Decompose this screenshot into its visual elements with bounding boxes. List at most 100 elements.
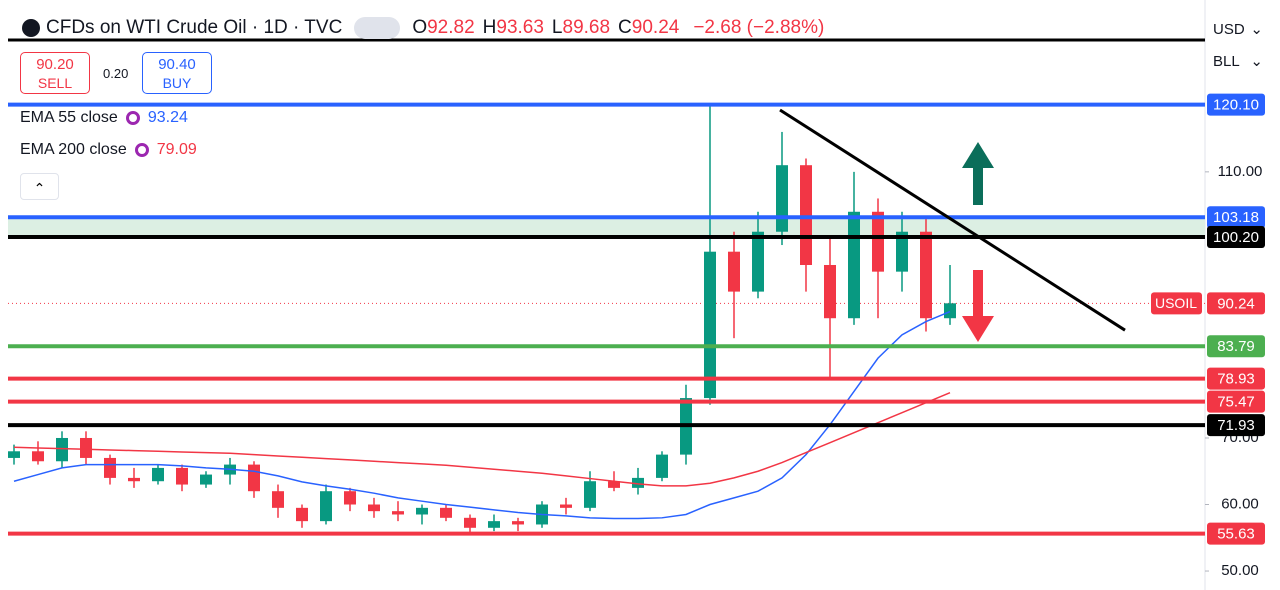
ohlc: O92.82 H93.63 L89.68 C90.24 bbox=[412, 17, 687, 39]
level-label: 100.20 bbox=[1213, 229, 1259, 246]
candle-body bbox=[344, 491, 356, 505]
y-tick-label: 60.00 bbox=[1221, 495, 1259, 512]
indicator-value: 79.09 bbox=[156, 141, 197, 158]
level-tag bbox=[1207, 226, 1265, 249]
ohlc-key: C bbox=[618, 17, 632, 38]
candle-body bbox=[272, 491, 284, 508]
change: −2.68 (−2.88%) bbox=[693, 17, 825, 38]
symbol-header: CFDs on WTI Crude Oil · 1D · TVC O92.82 H… bbox=[22, 17, 832, 39]
trendline bbox=[779, 108, 1126, 332]
candle-body bbox=[200, 474, 212, 485]
ohlc-key: O bbox=[412, 17, 428, 38]
candle-body bbox=[8, 451, 20, 458]
indicator-icon[interactable] bbox=[125, 111, 140, 125]
level-label: 78.93 bbox=[1217, 371, 1255, 388]
candle-body bbox=[80, 437, 92, 458]
level-tag bbox=[1207, 367, 1265, 390]
ohlc-value: 90.24 bbox=[631, 17, 680, 38]
collapse-button[interactable]: ⌃ bbox=[20, 173, 59, 200]
candle-body bbox=[464, 517, 476, 528]
unit-select[interactable]: BLL ⌄ bbox=[1213, 52, 1263, 71]
indicator: EMA 200 close 79.09 bbox=[20, 141, 197, 159]
ema-line bbox=[13, 392, 951, 487]
level-tag bbox=[1207, 414, 1265, 437]
up-arrow bbox=[962, 142, 994, 205]
currency-select[interactable]: USD ⌄ bbox=[1213, 20, 1263, 39]
indicator-name: EMA 55 close bbox=[20, 109, 118, 126]
candle-body bbox=[728, 251, 740, 292]
candle-body bbox=[128, 477, 140, 482]
level-tag bbox=[1207, 335, 1265, 358]
candle-body bbox=[608, 481, 620, 488]
candle-body bbox=[440, 507, 452, 518]
last-name: USOIL bbox=[1155, 295, 1197, 311]
candle-body bbox=[176, 467, 188, 485]
candle-body bbox=[944, 303, 956, 319]
indicator-value: 93.24 bbox=[147, 109, 188, 126]
candle-body bbox=[560, 504, 572, 508]
buy-price: 90.40 bbox=[158, 56, 196, 73]
ohlc-value: 92.82 bbox=[427, 17, 475, 38]
ema-line bbox=[13, 310, 951, 520]
level-tag bbox=[1207, 93, 1265, 116]
candle-body bbox=[920, 231, 932, 319]
indicator: EMA 55 close 93.24 bbox=[20, 109, 188, 127]
candle-body bbox=[800, 165, 812, 265]
level-label: 71.93 bbox=[1217, 417, 1255, 434]
y-tick-label: 110.00 bbox=[1218, 163, 1263, 180]
sell-price: 90.20 bbox=[36, 56, 74, 73]
last-price: 90.24 bbox=[1217, 295, 1255, 312]
level-label: 120.10 bbox=[1213, 97, 1259, 114]
candle-body bbox=[512, 521, 524, 525]
buy-label: BUY bbox=[162, 75, 192, 91]
candle-body bbox=[152, 467, 164, 482]
level-tag bbox=[1207, 390, 1265, 413]
level-tag bbox=[1207, 206, 1265, 229]
level-label: 75.47 bbox=[1217, 394, 1255, 411]
last-name-tag bbox=[1151, 292, 1202, 315]
candle-body bbox=[776, 165, 788, 232]
ohlc-key: L bbox=[551, 17, 563, 38]
candle-body bbox=[32, 451, 44, 462]
buy-button[interactable]: 90.40 BUY bbox=[142, 52, 212, 94]
level-tag bbox=[1207, 522, 1265, 545]
candle-body bbox=[368, 504, 380, 512]
level-label: 83.79 bbox=[1217, 338, 1255, 355]
symbol-title: CFDs on WTI Crude Oil · 1D · TVC bbox=[46, 17, 343, 38]
unit: BLL bbox=[1213, 52, 1240, 70]
candle-body bbox=[104, 457, 116, 478]
last-price-tag bbox=[1207, 292, 1265, 315]
candle-body bbox=[656, 454, 668, 478]
candle-body bbox=[296, 507, 308, 522]
level-label: 103.18 bbox=[1213, 209, 1259, 226]
candle-body bbox=[872, 211, 884, 272]
candle-body bbox=[392, 511, 404, 515]
zone-band bbox=[8, 217, 1205, 238]
ohlc-key: H bbox=[482, 17, 497, 38]
candle-body bbox=[56, 437, 68, 462]
plot: 110.0070.0060.0050.00120.10103.18100.208… bbox=[8, 93, 1265, 579]
symbol-icon bbox=[22, 19, 40, 37]
candle-body bbox=[704, 251, 716, 399]
indicator-icon[interactable] bbox=[134, 143, 149, 157]
currency: USD bbox=[1213, 20, 1245, 38]
down-arrow bbox=[962, 270, 994, 342]
ohlc-value: 93.63 bbox=[496, 17, 544, 38]
candle-body bbox=[824, 264, 836, 319]
candle-body bbox=[320, 491, 332, 522]
candle-body bbox=[896, 231, 908, 272]
indicator-name: EMA 200 close bbox=[20, 141, 127, 158]
y-tick-label: 50.00 bbox=[1221, 562, 1259, 579]
candle-body bbox=[584, 481, 596, 508]
sell-button[interactable]: 90.20 SELL bbox=[20, 52, 90, 94]
candle-body bbox=[488, 521, 500, 528]
sell-label: SELL bbox=[37, 75, 73, 91]
candle-body bbox=[752, 231, 764, 292]
candle-body bbox=[248, 464, 260, 492]
ohlc-value: 89.68 bbox=[562, 17, 611, 38]
status-pill[interactable] bbox=[354, 17, 401, 39]
candle-body bbox=[632, 477, 644, 488]
spread: 0.20 bbox=[103, 66, 129, 81]
